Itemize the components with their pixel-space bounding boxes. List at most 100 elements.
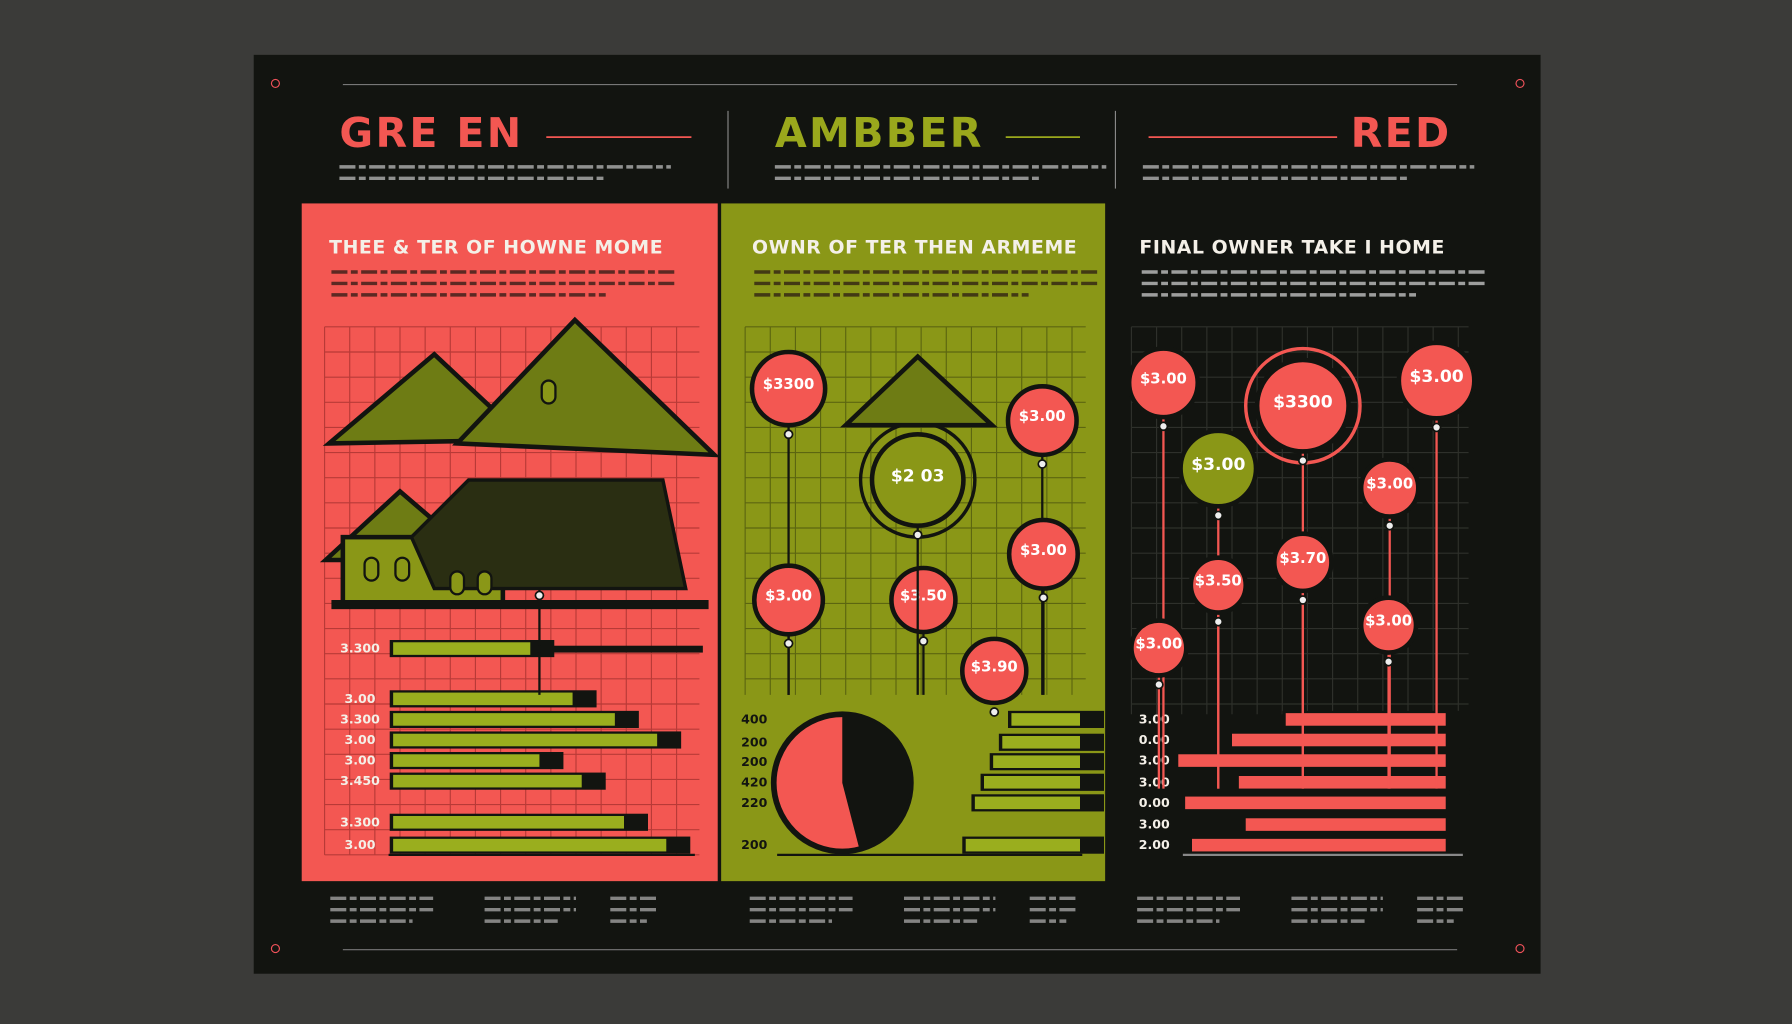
bubble-label: $3.50	[900, 587, 947, 605]
bubble	[869, 432, 966, 528]
axis-label: 200	[741, 754, 767, 769]
bubble-node	[1038, 592, 1049, 603]
bubble-node	[1383, 656, 1394, 667]
bubble-label: $2 03	[891, 467, 945, 487]
step-bar	[393, 642, 531, 655]
pie-slice	[842, 714, 911, 850]
corner-dot	[1515, 944, 1525, 954]
corner-dot	[1515, 78, 1525, 88]
bubble-node	[534, 590, 545, 601]
panel-title: OWNR OF TER THEN ARMEME	[752, 238, 1077, 259]
column-title: AMBBER	[775, 109, 984, 157]
corner-dot	[270, 944, 280, 954]
step-bar	[1192, 838, 1446, 852]
bubble	[1129, 618, 1189, 678]
window	[476, 570, 493, 596]
step-bar	[1011, 713, 1080, 726]
roof-shape	[840, 353, 998, 428]
step-bar	[393, 816, 624, 829]
window	[449, 570, 466, 596]
bubble	[1126, 346, 1200, 420]
window	[363, 556, 380, 582]
bubble-label: $3300	[1273, 392, 1333, 412]
bubble-label: $3.00	[1365, 612, 1412, 630]
step-bar	[974, 796, 1080, 810]
bubble-node	[1158, 421, 1169, 432]
step-bar	[1238, 776, 1446, 789]
axis-label: 3.00	[345, 837, 376, 852]
bubble-node	[1213, 616, 1224, 627]
bubble-node	[1037, 459, 1048, 469]
bubble	[1188, 555, 1248, 615]
panel-title: THEE & TER OF HOWNE MOME	[329, 238, 663, 259]
bubble-node	[1298, 595, 1308, 605]
step-bar	[393, 733, 658, 747]
axis-label: 0.00	[1139, 795, 1170, 810]
step-bar	[393, 838, 667, 852]
axis-label: 400	[741, 712, 767, 727]
bubble-node	[783, 429, 794, 440]
bubble	[1006, 517, 1080, 591]
bubble	[1358, 457, 1421, 519]
axis-label: 3.300	[340, 712, 380, 727]
axis-label: 3.00	[1139, 712, 1170, 727]
step-bar	[393, 692, 573, 706]
bubble-node	[1431, 422, 1442, 433]
axis-label: 3.00	[345, 691, 376, 706]
house-shape	[331, 600, 709, 610]
axis-label: 3.300	[340, 814, 380, 829]
step-bar	[1232, 733, 1446, 747]
bubble	[1272, 531, 1334, 594]
bubble	[752, 563, 826, 637]
bubble-label: $3.00	[1409, 367, 1463, 387]
column-title: GRE EN	[339, 109, 523, 157]
step-bar	[1178, 754, 1446, 767]
step-bar	[393, 713, 615, 726]
bubble-node	[1154, 679, 1164, 690]
step-bar	[993, 755, 1080, 768]
axis-label: 420	[741, 774, 767, 789]
step-bar	[1185, 796, 1446, 810]
axis-label: 3.00	[345, 732, 376, 747]
bubble-node	[989, 707, 1000, 717]
bubble-node	[1384, 520, 1395, 531]
bubble-label: $3.00	[1140, 369, 1187, 387]
axis-label: 3.00	[1139, 774, 1170, 789]
bubble-label: $3.90	[971, 657, 1018, 675]
bubble-label: $3.00	[1135, 635, 1182, 653]
bubble-node	[912, 529, 923, 540]
house-shape	[452, 316, 721, 458]
bubble-label: $3.00	[1019, 407, 1066, 425]
axis-label: 3.00	[1139, 817, 1170, 832]
bubble	[1254, 357, 1351, 454]
bubble-node	[1213, 510, 1224, 521]
house-shape	[537, 645, 703, 653]
panel-title: FINAL OWNER TAKE I HOME	[1139, 238, 1444, 259]
bubble-node	[783, 638, 794, 649]
step-bar	[393, 774, 582, 788]
bubble	[959, 636, 1029, 706]
window	[540, 379, 557, 405]
axis-label: 3.450	[340, 773, 380, 788]
axis-label: 3.00	[1139, 753, 1170, 768]
step-bar	[965, 838, 1080, 852]
axis-label: 200	[741, 837, 767, 852]
bubble	[1005, 384, 1079, 458]
axis-label: 3.00	[345, 753, 376, 768]
axis-label: 200	[741, 734, 767, 749]
bubble-label: $3.50	[1195, 572, 1242, 590]
bubble-label: $3300	[763, 375, 815, 393]
axis-label: 220	[741, 795, 767, 810]
bubble	[1358, 595, 1419, 655]
bubble	[749, 349, 828, 428]
step-bar	[984, 776, 1080, 789]
bubble-label: $3.00	[1366, 475, 1413, 493]
column-title: RED	[1351, 109, 1452, 157]
step-bar	[1285, 713, 1446, 726]
bubble-node	[918, 636, 929, 646]
corner-dot	[270, 78, 280, 88]
bubble-label: $3.00	[765, 587, 812, 605]
bubble-label: $3.70	[1279, 549, 1326, 567]
bubble	[889, 565, 958, 635]
